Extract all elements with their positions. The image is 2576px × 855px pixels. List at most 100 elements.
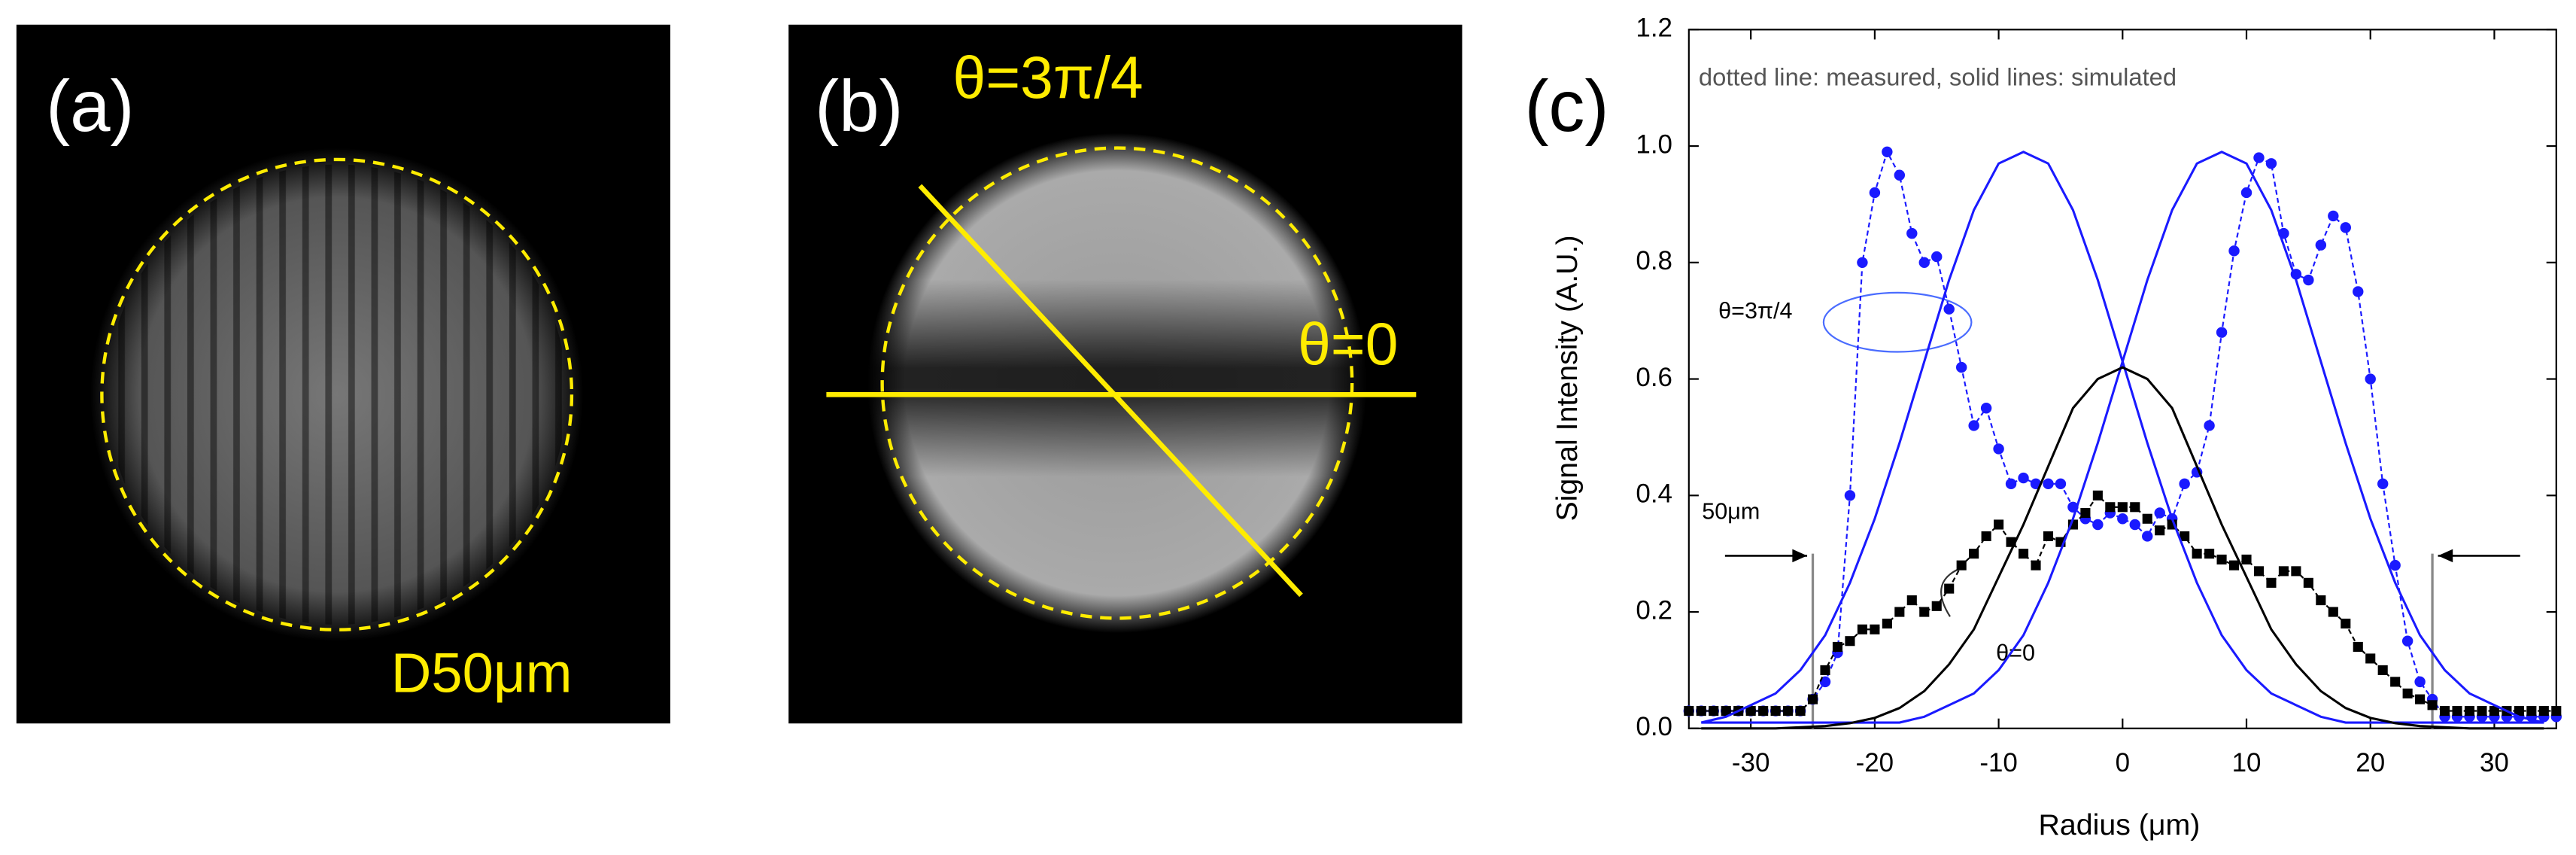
- data-point: [2228, 560, 2240, 571]
- data-point: [2538, 706, 2549, 717]
- data-point: [2303, 274, 2314, 286]
- data-point: [2353, 641, 2363, 653]
- data-point: [1882, 146, 1893, 158]
- data-point: [2377, 478, 2389, 490]
- data-point: [2414, 676, 2426, 688]
- data-point: [2216, 554, 2227, 564]
- data-point: [2018, 472, 2029, 484]
- data-point: [1709, 706, 1719, 717]
- data-point: [2043, 531, 2054, 542]
- data-point: [1882, 618, 1892, 629]
- curve: [1688, 149, 2556, 718]
- y-tick-label: 0.2: [1636, 595, 1672, 625]
- data-point: [2142, 513, 2152, 524]
- data-point: [1819, 676, 1831, 688]
- data-point: [2105, 502, 2116, 513]
- data-point: [2278, 566, 2289, 577]
- data-point: [2130, 502, 2140, 513]
- dashed-circle: [100, 157, 574, 631]
- x-tick-label: -20: [1856, 748, 1894, 777]
- data-point: [1770, 706, 1781, 717]
- data-point: [2389, 559, 2401, 571]
- data-point: [1955, 361, 1967, 373]
- data-point: [2155, 525, 2165, 536]
- angle-label: θ=0: [1298, 311, 1398, 377]
- data-point: [1721, 706, 1731, 717]
- data-point: [2080, 507, 2091, 519]
- data-point: [2253, 152, 2265, 163]
- data-point: [2328, 210, 2339, 222]
- y-tick-label: 0.4: [1636, 479, 1672, 509]
- dashed-circle: [880, 146, 1354, 620]
- data-point: [2303, 577, 2313, 588]
- cut-line: [918, 184, 1303, 598]
- x-tick-label: 0: [2116, 748, 2130, 777]
- data-point: [2353, 286, 2364, 297]
- y-axis-label: Signal Intensity (A.U.): [1551, 235, 1584, 521]
- data-point: [2266, 577, 2277, 588]
- data-point: [2514, 706, 2524, 717]
- data-point: [2365, 373, 2376, 385]
- curve: [1701, 366, 2544, 730]
- data-point: [2390, 677, 2401, 687]
- data-point: [2092, 490, 2103, 501]
- data-point: [2477, 706, 2487, 717]
- data-point: [2291, 566, 2301, 577]
- data-point: [1969, 549, 1979, 559]
- data-point: [1981, 531, 1991, 542]
- curve-bracket: [1822, 291, 1973, 353]
- data-point: [1894, 607, 1905, 617]
- data-point: [1832, 641, 1843, 653]
- arrow-head: [1792, 549, 1808, 563]
- data-point: [1745, 706, 1756, 717]
- data-point: [2315, 239, 2327, 251]
- data-point: [2018, 549, 2029, 559]
- data-point: [2551, 706, 2562, 717]
- data-point: [1993, 443, 2004, 455]
- data-point: [2341, 618, 2351, 629]
- arrow-head: [2438, 549, 2453, 563]
- data-point: [2117, 502, 2128, 513]
- data-point: [2180, 531, 2190, 542]
- data-point: [1795, 706, 1806, 717]
- data-point: [1980, 403, 1992, 414]
- x-tick-label: 30: [2480, 748, 2509, 777]
- data-point: [1944, 583, 1955, 594]
- data-point: [1906, 227, 1918, 239]
- data-point: [2253, 566, 2265, 577]
- data-point: [1931, 251, 1943, 263]
- data-point: [2340, 222, 2351, 233]
- data-point: [2328, 607, 2338, 617]
- x-tick-label: 10: [2232, 748, 2262, 777]
- data-point: [1968, 420, 1979, 431]
- data-point: [1783, 706, 1794, 717]
- data-point: [1696, 706, 1706, 717]
- speckle-texture: [106, 164, 567, 625]
- data-point: [2031, 560, 2041, 571]
- data-point: [2365, 653, 2376, 664]
- panel-label: (b): [815, 66, 903, 147]
- data-point: [2129, 519, 2140, 531]
- data-point: [2240, 187, 2252, 199]
- panel-label: (c): [1524, 66, 1608, 147]
- data-point: [2401, 635, 2413, 647]
- y-tick-label: 1.2: [1636, 14, 1672, 43]
- angle-label: θ=3π/4: [953, 44, 1144, 111]
- data-point: [1894, 169, 1906, 181]
- data-point: [1943, 303, 1955, 315]
- y-tick-label: 1.0: [1636, 129, 1672, 159]
- data-point: [1918, 257, 1930, 269]
- data-point: [2427, 700, 2438, 710]
- data-point: [2043, 478, 2054, 490]
- curve: [1688, 494, 2556, 712]
- width-label: 50μm: [1702, 499, 1760, 525]
- data-point: [2142, 531, 2153, 542]
- data-point: [2154, 507, 2165, 519]
- data-point: [1684, 706, 1694, 717]
- data-point: [1807, 694, 1818, 704]
- data-point: [2316, 595, 2326, 606]
- data-point: [1869, 187, 1881, 199]
- data-point: [1994, 519, 2004, 530]
- data-point: [2092, 519, 2104, 531]
- data-point: [2489, 706, 2499, 717]
